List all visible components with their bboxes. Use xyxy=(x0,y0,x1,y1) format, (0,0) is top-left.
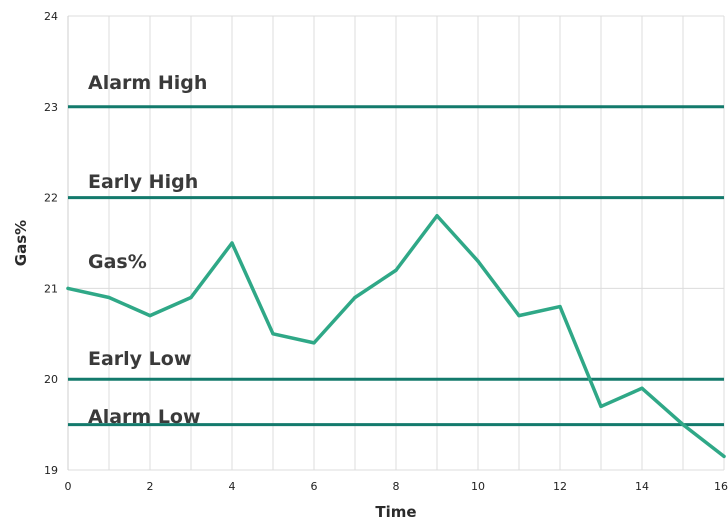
x-tick-label: 10 xyxy=(471,480,485,493)
y-tick-label: 22 xyxy=(44,192,58,205)
data-point xyxy=(107,295,111,300)
x-tick-label: 4 xyxy=(229,480,236,493)
x-tick-label: 14 xyxy=(635,480,649,493)
label-alarm-high: Alarm High xyxy=(88,72,207,94)
label-alarm-low: Alarm Low xyxy=(88,406,201,428)
y-tick-label: 19 xyxy=(44,464,58,477)
data-point xyxy=(189,295,193,300)
label-early-low: Early Low xyxy=(88,348,191,370)
y-tick-label: 21 xyxy=(44,282,58,295)
x-tick-label: 0 xyxy=(65,480,72,493)
data-point xyxy=(353,295,357,300)
data-point xyxy=(312,341,316,345)
data-point xyxy=(681,423,685,427)
threshold-lines xyxy=(68,105,724,427)
y-axis: 19 20 21 22 23 24 xyxy=(44,10,58,477)
data-point xyxy=(558,304,562,309)
label-early-high: Early High xyxy=(88,171,198,193)
data-point xyxy=(517,314,521,318)
data-point xyxy=(271,332,275,336)
x-tick-label: 16 xyxy=(714,480,728,493)
data-point xyxy=(640,386,644,390)
data-point xyxy=(148,314,152,318)
data-point xyxy=(435,214,439,218)
data-point xyxy=(230,241,234,245)
x-axis-title: Time xyxy=(375,503,416,521)
y-tick-label: 20 xyxy=(44,373,58,386)
x-tick-label: 8 xyxy=(393,480,400,493)
y-tick-label: 23 xyxy=(44,101,58,114)
series-layer xyxy=(66,214,726,459)
x-tick-label: 2 xyxy=(147,480,154,493)
y-tick-label: 24 xyxy=(44,10,58,23)
data-point xyxy=(66,286,70,290)
x-tick-label: 12 xyxy=(553,480,567,493)
data-point xyxy=(476,259,480,263)
band-labels: Alarm High Early High Gas% Early Low Ala… xyxy=(88,72,207,428)
y-axis-title: Gas% xyxy=(12,220,30,266)
label-series-gas: Gas% xyxy=(88,251,147,273)
data-point xyxy=(394,268,398,272)
data-point xyxy=(599,404,603,409)
x-tick-label: 6 xyxy=(311,480,318,493)
x-axis: 0 2 4 6 8 10 12 14 16 xyxy=(65,480,728,493)
data-point xyxy=(722,454,726,458)
